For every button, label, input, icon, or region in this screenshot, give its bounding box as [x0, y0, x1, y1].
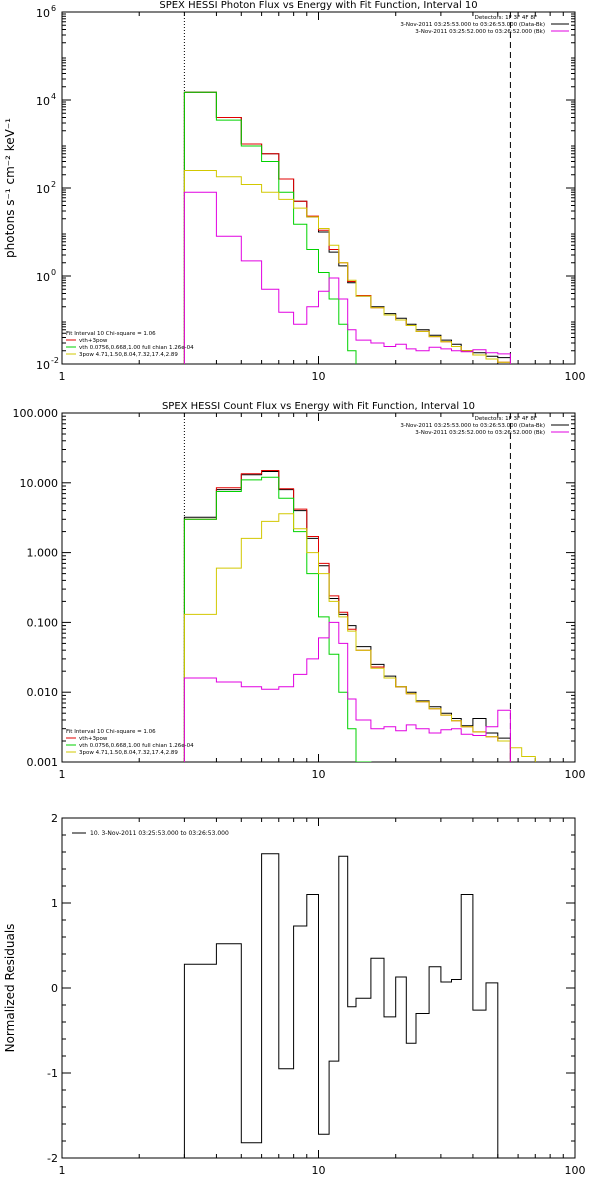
series-line	[183, 91, 357, 364]
x-tick-label: 10	[312, 370, 326, 383]
y-tick-label: 2	[51, 812, 58, 825]
y-tick-label: 10	[36, 183, 50, 196]
x-tick-label: 10	[312, 1164, 326, 1177]
legend-bottom-entry: 3pow 4.71,1.50,8.04,7.32,17.4,2.89	[79, 750, 178, 756]
series-group	[183, 91, 511, 364]
legend-bottom-entry: Fit Interval 10 Chi-square = 1.06	[66, 729, 156, 735]
chart-title: SPEX HESSI Photon Flux vs Energy with Fi…	[159, 0, 477, 11]
legend-top-entry: 3-Nov-2011 03:25:52.000 to 03:26:52.000 …	[415, 430, 545, 436]
series-group	[183, 470, 536, 762]
photon-flux-panel: SPEX HESSI Photon Flux vs Energy with Fi…	[3, 0, 586, 383]
legend-bottom-entry: Fit Interval 10 Chi-square = 1.06	[66, 331, 156, 337]
x-tick-label: 10	[312, 768, 326, 781]
y-axis-label: photons s⁻¹ cm⁻² keV⁻¹	[3, 118, 17, 258]
series-line	[183, 513, 536, 762]
y-tick-label: 10.000	[20, 477, 59, 490]
x-tick-label: 1	[59, 370, 66, 383]
y-tick-label: 1	[51, 897, 58, 910]
x-tick-label: 100	[565, 768, 586, 781]
legend-top-entry: 3-Nov-2011 03:25:53.000 to 03:26:53.000 …	[400, 22, 545, 28]
y-tick-exponent: -2	[51, 356, 59, 365]
y-tick-label: 100.000	[13, 407, 59, 420]
legend-top-entry: Detectors: 1F 3F 4F 8F	[475, 15, 537, 21]
series-line	[183, 853, 511, 1158]
series-line	[183, 476, 372, 762]
plot-frame	[61, 11, 576, 365]
y-tick-label: 0.010	[27, 686, 59, 699]
series-group	[183, 853, 511, 1158]
legend-top-entry: Detectors: 1F 3F 4F 8F	[475, 416, 537, 422]
x-tick-label: 100	[565, 370, 586, 383]
x-tick-label: 1	[59, 768, 66, 781]
series-line	[183, 170, 511, 364]
y-tick-label: -2	[47, 1152, 58, 1165]
legend-top-entry: 3-Nov-2011 03:25:52.000 to 03:26:52.000 …	[415, 29, 545, 35]
chart-title: SPEX HESSI Count Flux vs Energy with Fit…	[162, 401, 475, 412]
y-tick-label: -1	[47, 1067, 58, 1080]
x-tick-label: 1	[59, 1164, 66, 1177]
y-tick-exponent: 6	[51, 4, 56, 13]
count-flux-panel: SPEX HESSI Count Flux vs Energy with Fit…	[13, 401, 586, 781]
y-tick-label: 0.100	[27, 616, 59, 629]
residuals-panel: 1 10 100 -2 -1 0 1 2 Normalized Residuals 10. 3-N…	[3, 812, 586, 1177]
legend-top-entry: 3-Nov-2011 03:25:53.000 to 03:26:53.000 …	[400, 423, 545, 429]
y-axis-label: Normalized Residuals	[3, 924, 17, 1053]
series-line	[183, 621, 511, 762]
y-tick-exponent: 0	[51, 268, 56, 277]
y-tick-label: 1.000	[27, 547, 59, 560]
x-tick-label: 100	[565, 1164, 586, 1177]
y-tick-exponent: 4	[51, 92, 56, 101]
y-tick-label: 10	[36, 359, 50, 372]
legend-bottom-entry: vth+3pow	[79, 736, 108, 742]
legend-entry: 10. 3-Nov-2011 03:25:53.000 to 03:26:53.…	[90, 830, 229, 837]
y-tick-label: 0	[51, 982, 58, 995]
legend-bottom-entry: 3pow 4.71,1.50,8.04,7.32,17.4,2.89	[79, 352, 178, 358]
series-line	[183, 191, 511, 364]
y-tick-exponent: 2	[51, 180, 56, 189]
legend-bottom-entry: vth 0.0756,0.668,1.00 full chian 1.26e-0…	[79, 743, 194, 749]
legend-bottom-entry: vth+3pow	[79, 338, 108, 344]
y-tick-label: 0.001	[27, 756, 59, 769]
y-tick-label: 10	[36, 95, 50, 108]
y-tick-label: 10	[36, 271, 50, 284]
y-tick-label: 10	[36, 7, 50, 20]
legend-bottom-entry: vth 0.0756,0.668,1.00 full chian 1.26e-0…	[79, 345, 194, 351]
